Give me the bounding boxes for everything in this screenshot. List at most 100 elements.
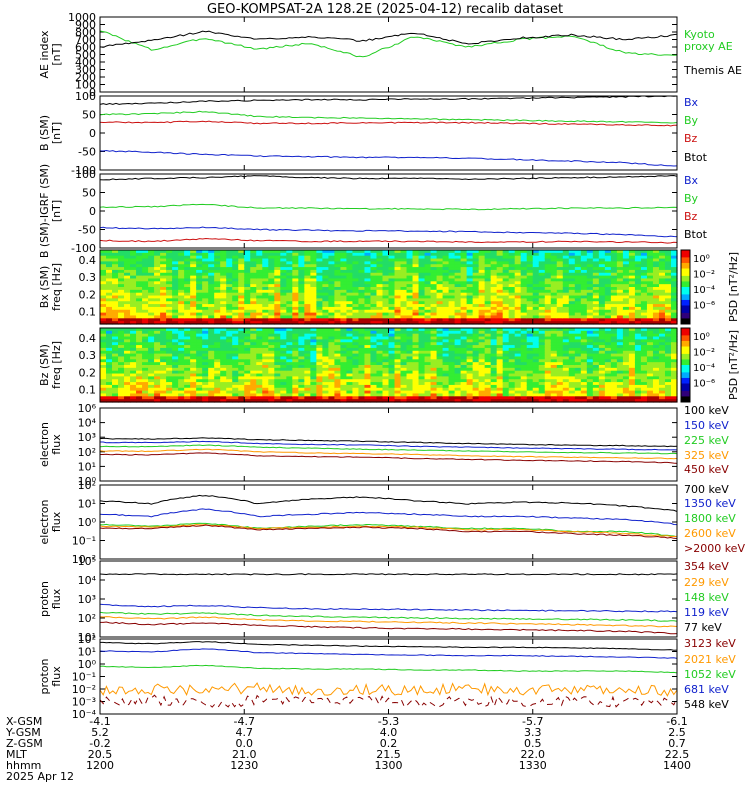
spectrogram-cell: [112, 339, 119, 343]
spectrogram-cell: [136, 284, 143, 288]
spectrogram-cell: [328, 333, 336, 338]
spectrogram-cell: [262, 393, 269, 397]
spectrogram-cell: [502, 345, 510, 349]
spectrogram-cell: [376, 275, 384, 280]
spectrogram-cell: [172, 301, 179, 305]
spectrogram-cell: [184, 278, 191, 282]
spectrogram-cell: [556, 250, 564, 254]
spectrogram-cell: [412, 275, 420, 280]
spectrogram-cell: [310, 370, 317, 375]
spectrogram-cell: [466, 347, 474, 352]
spectrogram-cell: [196, 376, 203, 380]
spectrogram-cell: [424, 287, 432, 291]
spectrogram-cell: [412, 384, 420, 389]
spectrogram-cell: [424, 312, 432, 317]
spectrogram-cell: [268, 367, 275, 372]
spectrogram-cell: [292, 315, 299, 319]
spectrogram-cell: [388, 287, 396, 291]
spectrogram-cell: [298, 356, 305, 360]
spectrogram-cell: [130, 365, 137, 369]
spectrogram-cell: [574, 399, 582, 403]
spectrogram-cell: [556, 387, 564, 392]
spectrogram-cell: [628, 255, 636, 260]
spectrogram-cell: [142, 339, 149, 343]
spectrogram-cell: [568, 379, 576, 383]
spectrogram-cell: [472, 301, 480, 305]
spectrogram-cell: [166, 342, 173, 346]
spectrogram-cell: [148, 387, 155, 392]
spectrogram-cell: [616, 287, 624, 291]
spectrogram-cell: [214, 356, 221, 360]
spectrogram-cell: [172, 393, 179, 397]
spectrogram-cell: [460, 321, 468, 325]
spectrogram-cell: [178, 365, 185, 369]
spectrogram-cell: [316, 353, 323, 358]
spectrogram-cell: [340, 255, 348, 260]
spectrogram-cell: [268, 387, 275, 392]
spectrogram-cell: [112, 269, 119, 274]
spectrogram-cell: [466, 356, 474, 360]
spectrogram-cell: [268, 287, 275, 291]
spectrogram-cell: [136, 287, 143, 291]
spectrogram-cell: [586, 315, 594, 319]
spectrogram-cell: [322, 318, 329, 322]
spectrogram-cell: [418, 390, 426, 395]
spectrogram-cell: [508, 289, 516, 294]
spectrogram-cell: [526, 365, 534, 369]
spectrogram-cell: [304, 345, 311, 349]
spectrogram-cell: [400, 252, 408, 257]
spectrogram-cell: [478, 295, 486, 299]
spectrogram-cell: [136, 304, 143, 308]
spectrogram-cell: [184, 275, 191, 280]
spectrogram-cell: [334, 336, 342, 340]
spectrogram-cell: [532, 359, 540, 363]
spectrogram-cell: [502, 295, 510, 299]
spectrogram-cell: [604, 309, 612, 314]
spectrogram-cell: [484, 315, 492, 319]
spectrogram-cell: [310, 292, 317, 297]
spectrogram-cell: [256, 339, 263, 343]
spectrogram-cell: [472, 318, 480, 322]
spectrogram-cell: [256, 250, 263, 254]
spectrogram-cell: [136, 312, 143, 317]
spectrogram-cell: [424, 315, 432, 319]
spectrogram-cell: [592, 399, 600, 403]
spectrogram-cell: [160, 376, 167, 380]
spectrogram-cell: [304, 373, 311, 377]
spectrogram-cell: [502, 330, 510, 335]
spectrogram-cell: [574, 365, 582, 369]
spectrogram-cell: [520, 287, 528, 291]
spectrogram-cell: [208, 390, 215, 395]
spectrogram-cell: [586, 347, 594, 352]
spectrogram-cell: [352, 382, 360, 386]
spectrogram-cell: [262, 321, 269, 325]
spectrogram-cell: [100, 384, 107, 389]
spectrogram-cell: [214, 365, 221, 369]
spectrogram-cell: [412, 252, 420, 257]
spectrogram-cell: [496, 281, 504, 285]
spectrogram-cell: [340, 287, 348, 291]
spectrogram-cell: [172, 278, 179, 282]
spectrogram-cell: [376, 272, 384, 277]
spectrogram-cell: [388, 362, 396, 366]
spectrogram-cell: [502, 373, 510, 377]
spectrogram-cell: [256, 373, 263, 377]
spectrogram-cell: [244, 362, 251, 366]
spectrogram-cell: [364, 281, 372, 285]
spectrogram-cell: [628, 292, 636, 297]
spectrogram-cell: [616, 312, 624, 317]
spectrogram-cell: [502, 362, 510, 366]
spectrogram-cell: [574, 379, 582, 383]
spectrogram-cell: [142, 295, 149, 299]
spectrogram-cell: [532, 387, 540, 392]
spectrogram-cell: [454, 298, 462, 302]
spectrogram-cell: [130, 250, 137, 254]
spectrogram-cell: [592, 396, 600, 400]
spectrogram-cell: [382, 350, 390, 355]
spectrogram-cell: [664, 255, 672, 260]
spectrogram-cell: [448, 328, 456, 332]
spectrogram-cell: [136, 258, 143, 262]
spectrogram-cell: [358, 292, 366, 297]
spectrogram-cell: [556, 306, 564, 311]
spectrogram-cell: [442, 339, 450, 343]
